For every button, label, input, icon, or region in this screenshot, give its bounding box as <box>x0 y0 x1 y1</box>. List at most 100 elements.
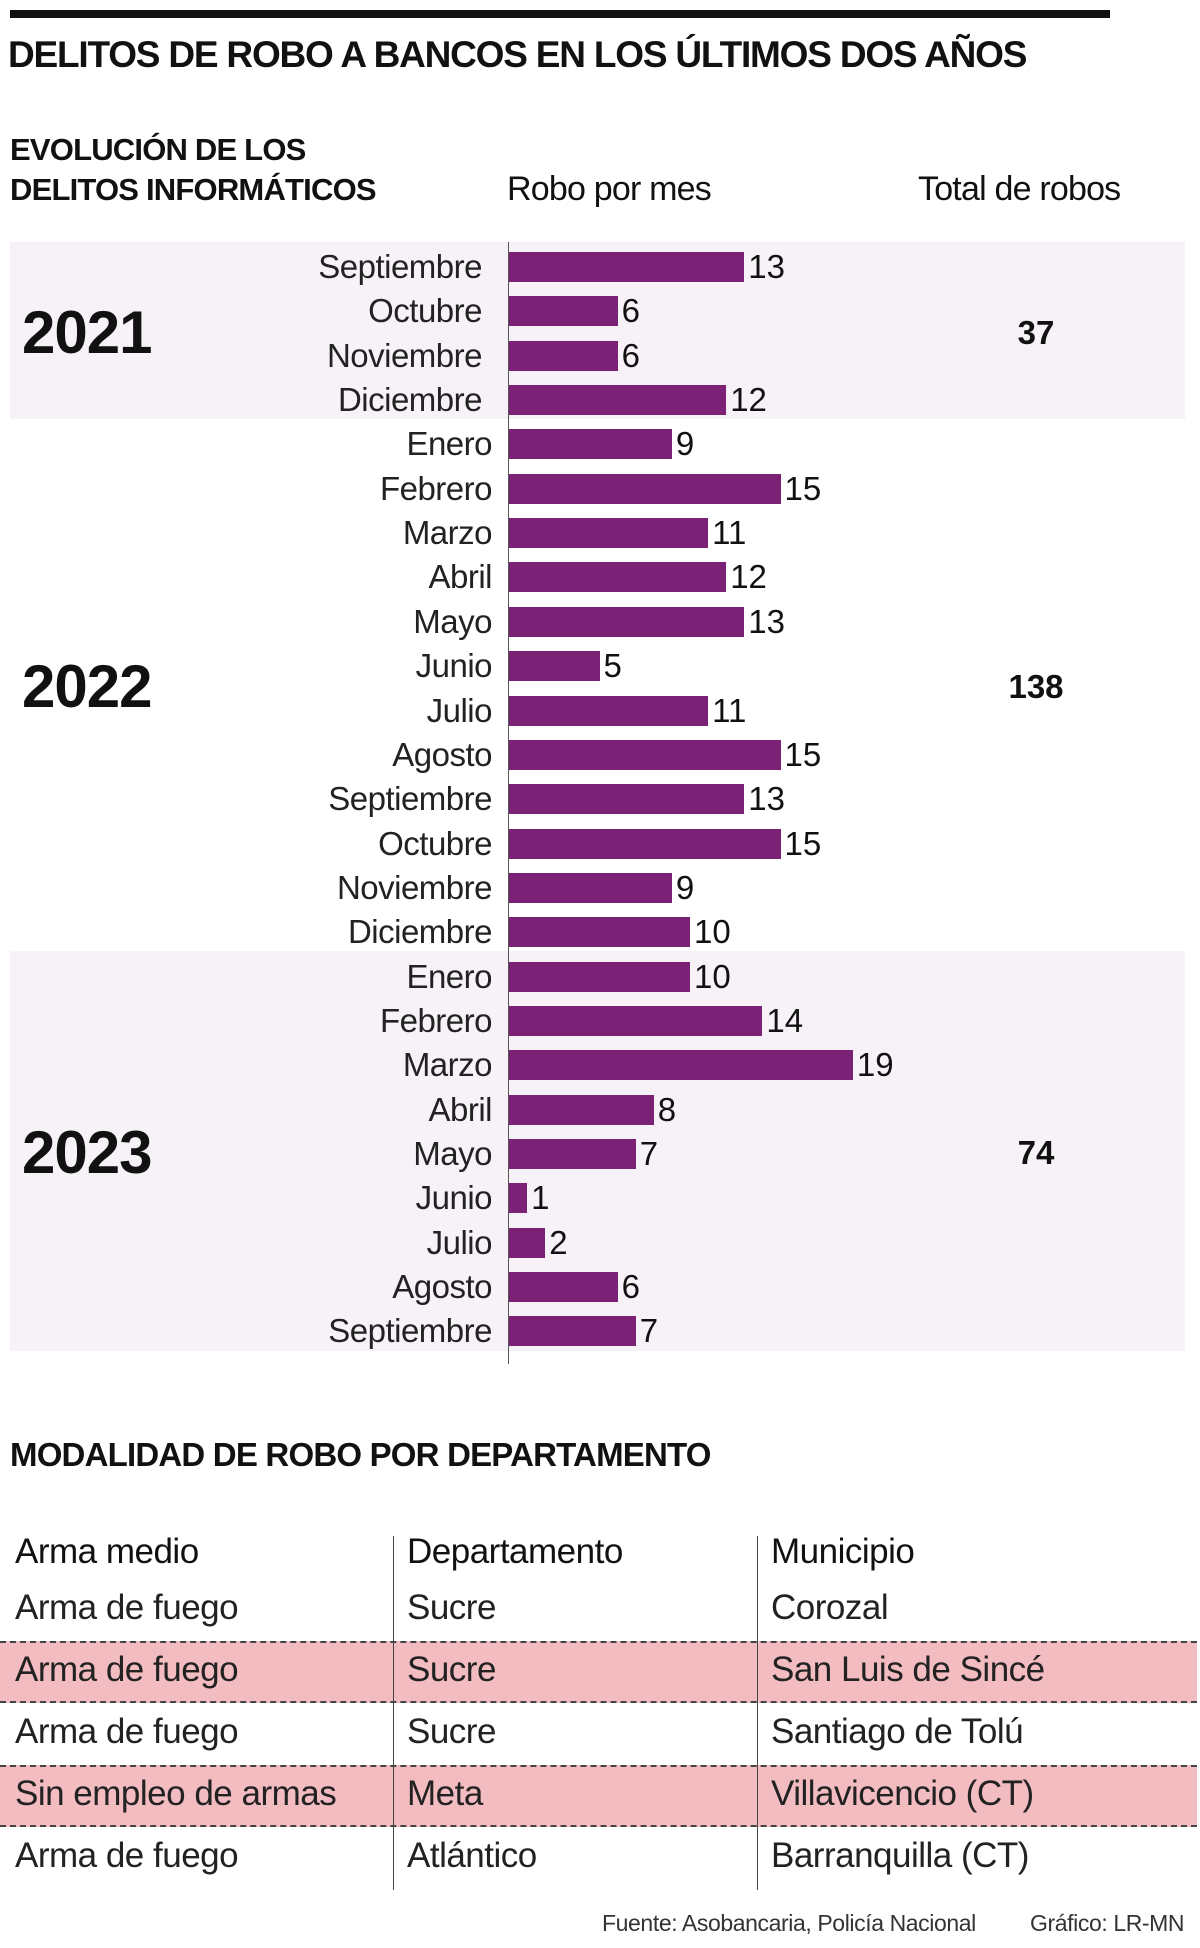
month-label: Mayo <box>413 1135 492 1172</box>
table-cell: Arma de fuego <box>15 1650 239 1689</box>
bar-value-label: 7 <box>639 1135 659 1172</box>
month-label: Marzo <box>402 514 493 552</box>
month-label: Septiembre <box>328 1312 492 1350</box>
bar <box>509 961 690 992</box>
bar-value-label: 13 <box>748 780 786 818</box>
bar <box>509 252 745 282</box>
bar <box>509 518 709 549</box>
month-label: Agosto <box>392 1268 492 1306</box>
bar <box>509 1139 636 1169</box>
bar <box>509 1005 763 1036</box>
table-cell: Villavicencio (CT) <box>771 1774 1034 1813</box>
bar-value-label: 15 <box>784 824 822 862</box>
bar <box>509 385 727 416</box>
bar <box>509 562 727 593</box>
total-value: 138 <box>1008 668 1064 706</box>
table-cell: Sucre <box>407 1712 496 1751</box>
source-note: Fuente: Asobancaria, Policía Nacional <box>602 1910 976 1936</box>
total-column-header: Total de robos <box>918 170 1121 208</box>
table-cell: Corozal <box>771 1588 889 1627</box>
bar <box>509 872 672 903</box>
month-label: Julio <box>426 1223 493 1261</box>
bar <box>509 606 745 637</box>
bar <box>509 739 781 770</box>
bar <box>509 1272 618 1303</box>
bar-value-label: 7 <box>639 1312 659 1350</box>
month-label: Noviembre <box>336 868 493 906</box>
total-value: 37 <box>1017 313 1055 351</box>
chart-subtitle-line2: DELITOS INFORMÁTICOS <box>10 172 377 207</box>
bar-value-label: 19 <box>856 1046 894 1084</box>
table-cell: Sucre <box>407 1588 496 1627</box>
table-cell: Santiago de Tolú <box>771 1712 1024 1751</box>
bar-value-label: 10 <box>694 957 731 995</box>
column-header: Municipio <box>771 1532 915 1571</box>
year-label: 2023 <box>22 1119 152 1186</box>
month-label: Agosto <box>392 735 492 773</box>
year-label: 2021 <box>22 298 152 366</box>
bar <box>509 429 672 460</box>
bar-value-label: 12 <box>730 558 767 596</box>
month-label: Septiembre <box>318 248 482 285</box>
month-label: Diciembre <box>337 381 483 419</box>
table-cell: Arma de fuego <box>15 1588 239 1627</box>
highlighted-row-bg <box>0 1641 1197 1703</box>
month-label: Octubre <box>368 292 482 330</box>
month-label: Enero <box>406 957 492 995</box>
month-label: Noviembre <box>326 336 483 374</box>
bar <box>509 784 745 815</box>
total-value: 74 <box>1017 1134 1055 1171</box>
bar-value-label: 10 <box>694 913 731 951</box>
bar <box>509 695 709 726</box>
month-label: Enero <box>406 425 492 463</box>
page-title: DELITOS DE ROBO A BANCOS EN LOS ÚLTIMOS … <box>8 34 1027 75</box>
bar-value-label: 9 <box>675 868 695 906</box>
highlighted-row-bg <box>0 1765 1197 1827</box>
month-label: Junio <box>415 1179 493 1217</box>
bar-value-label: 11 <box>712 691 747 729</box>
bar <box>509 917 690 948</box>
month-label: Abril <box>428 558 492 596</box>
bar-value-label: 15 <box>784 735 822 773</box>
table-cell: Atlántico <box>407 1836 537 1875</box>
table-title: MODALIDAD DE ROBO POR DEPARTAMENTO <box>10 1436 711 1473</box>
bar <box>509 296 618 327</box>
bar-value-label: 2 <box>549 1223 568 1261</box>
table-cell: Sin empleo de armas <box>15 1774 337 1813</box>
column-divider <box>393 1536 394 1890</box>
month-label: Julio <box>426 691 493 729</box>
bar-value-label: 5 <box>603 647 622 685</box>
month-label: Diciembre <box>347 913 493 951</box>
bar <box>509 1094 654 1125</box>
chart-subtitle-line1: EVOLUCIÓN DE LOS <box>10 132 306 167</box>
bar-value-label: 13 <box>748 602 786 640</box>
bar-value-label: 14 <box>766 1001 804 1039</box>
bar <box>509 651 600 682</box>
column-divider <box>757 1536 758 1890</box>
bar <box>509 1183 528 1214</box>
bar <box>509 1050 853 1081</box>
year-label: 2022 <box>22 653 152 721</box>
bar-value-label: 15 <box>784 469 822 507</box>
table-cell: Meta <box>407 1774 483 1813</box>
month-label: Octubre <box>378 824 492 862</box>
credit-note: Gráfico: LR-MN <box>1030 1910 1185 1936</box>
bar-value-label: 11 <box>712 514 747 552</box>
bar <box>509 828 781 859</box>
bar-value-label: 12 <box>730 381 767 419</box>
bar-value-label: 8 <box>657 1090 677 1128</box>
value-column-header: Robo por mes <box>507 170 712 208</box>
column-header: Departamento <box>407 1532 623 1571</box>
bar <box>509 340 618 371</box>
month-label: Septiembre <box>328 780 492 818</box>
table-cell: Sucre <box>407 1650 496 1689</box>
month-label: Marzo <box>402 1046 493 1084</box>
bar <box>509 473 781 504</box>
month-label: Febrero <box>379 1001 493 1039</box>
month-label: Febrero <box>379 469 493 507</box>
column-header: Arma medio <box>15 1532 199 1571</box>
table-cell: Barranquilla (CT) <box>771 1836 1029 1875</box>
bar-value-label: 13 <box>748 248 786 285</box>
table-cell: San Luis de Sincé <box>771 1650 1045 1689</box>
chart-subtitle: EVOLUCIÓN DE LOS DELITOS INFORMÁTICOS <box>10 130 377 210</box>
